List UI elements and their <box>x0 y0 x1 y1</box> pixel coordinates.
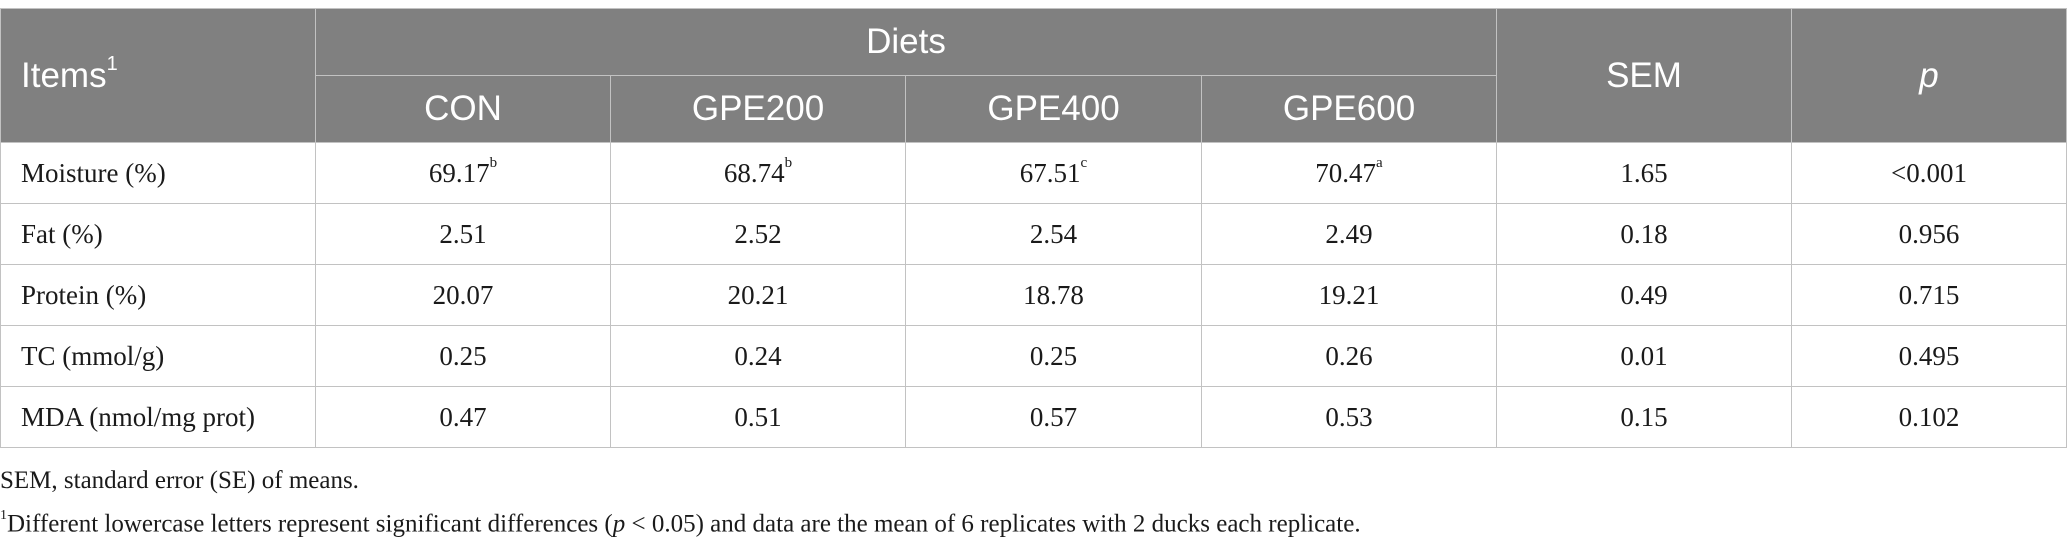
cell-p: 0.495 <box>1791 325 2067 387</box>
row-label: Fat (%) <box>0 203 316 265</box>
header-diet-gpe600: GPE600 <box>1201 75 1497 143</box>
cell-value: 0.25 <box>905 325 1202 387</box>
cell-value: 0.25 <box>315 325 611 387</box>
header-diet-gpe200: GPE200 <box>610 75 906 143</box>
value-text: 67.51 <box>1019 157 1081 188</box>
cell-value: 0.57 <box>905 386 1202 448</box>
cell-value: 0.51 <box>610 386 906 448</box>
cell-sem: 1.65 <box>1496 142 1792 204</box>
header-items: Items1 <box>0 8 316 143</box>
table-footnotes: SEM, standard error (SE) of means. 1Diff… <box>0 462 2060 538</box>
data-table: Items1 Diets SEM p CON GPE200 GPE400 GPE… <box>0 8 2067 448</box>
cell-value: 20.07 <box>315 264 611 326</box>
cell-value: 2.52 <box>610 203 906 265</box>
table-row: MDA (nmol/mg prot) 0.47 0.51 0.57 0.53 0… <box>0 386 2067 448</box>
significance-letter: a <box>1376 154 1383 171</box>
significance-letter: c <box>1080 154 1088 171</box>
footnote-1-mark: 1 <box>0 508 7 523</box>
cell-sem: 0.01 <box>1496 325 1792 387</box>
cell-p: 0.956 <box>1791 203 2067 265</box>
cell-value: 0.26 <box>1201 325 1497 387</box>
cell-value: 67.51c <box>905 142 1202 204</box>
header-sem: SEM <box>1496 8 1792 143</box>
cell-value: 70.47a <box>1201 142 1497 204</box>
cell-value: 0.47 <box>315 386 611 448</box>
footnote-sem: SEM, standard error (SE) of means. <box>0 467 359 494</box>
header-diets-group: Diets <box>315 8 1497 76</box>
cell-value: 20.21 <box>610 264 906 326</box>
row-label: MDA (nmol/mg prot) <box>0 386 316 448</box>
row-label: Protein (%) <box>0 264 316 326</box>
cell-value: 2.51 <box>315 203 611 265</box>
value-text: 69.17 <box>428 157 490 188</box>
items-footnote-mark: 1 <box>106 52 118 75</box>
footnote-1-p: p <box>612 510 626 538</box>
table-row: Protein (%) 20.07 20.21 18.78 19.21 0.49… <box>0 264 2067 326</box>
cell-value: 2.54 <box>905 203 1202 265</box>
header-diet-gpe400: GPE400 <box>905 75 1202 143</box>
footnote-1: 1Different lowercase letters represent s… <box>0 500 2060 538</box>
table-container: Items1 Diets SEM p CON GPE200 GPE400 GPE… <box>0 8 2067 448</box>
cell-value: 68.74b <box>610 142 906 204</box>
value-text: 68.74 <box>723 157 785 188</box>
cell-value: 19.21 <box>1201 264 1497 326</box>
cell-value: 0.53 <box>1201 386 1497 448</box>
header-row-top: Items1 Diets SEM p <box>0 8 2067 143</box>
significance-letter: b <box>784 154 793 171</box>
row-label: Moisture (%) <box>0 142 316 204</box>
value-text: 70.47 <box>1315 157 1377 188</box>
table-row: Fat (%) 2.51 2.52 2.54 2.49 0.18 0.956 <box>0 203 2067 265</box>
cell-sem: 0.18 <box>1496 203 1792 265</box>
cell-value: 2.49 <box>1201 203 1497 265</box>
footnote-1-text-before: Different lowercase letters represent si… <box>7 510 613 538</box>
table-row: Moisture (%) 69.17b 68.74b 67.51c 70.47a… <box>0 142 2067 204</box>
significance-letter: b <box>489 154 498 171</box>
header-row-diets: CON GPE200 GPE400 GPE600 <box>1 75 2067 143</box>
cell-sem: 0.15 <box>1496 386 1792 448</box>
cell-value: 0.24 <box>610 325 906 387</box>
cell-p: <0.001 <box>1791 142 2067 204</box>
cell-value: 18.78 <box>905 264 1202 326</box>
header-p: p <box>1791 8 2067 143</box>
header-items-label: Items <box>21 55 107 95</box>
header-diet-con: CON <box>315 75 611 143</box>
footnote-1-text-after: < 0.05) and data are the mean of 6 repli… <box>625 510 1361 538</box>
cell-p: 0.102 <box>1791 386 2067 448</box>
cell-sem: 0.49 <box>1496 264 1792 326</box>
row-label: TC (mmol/g) <box>0 325 316 387</box>
cell-value: 69.17b <box>315 142 611 204</box>
table-row: TC (mmol/g) 0.25 0.24 0.25 0.26 0.01 0.4… <box>0 325 2067 387</box>
cell-p: 0.715 <box>1791 264 2067 326</box>
